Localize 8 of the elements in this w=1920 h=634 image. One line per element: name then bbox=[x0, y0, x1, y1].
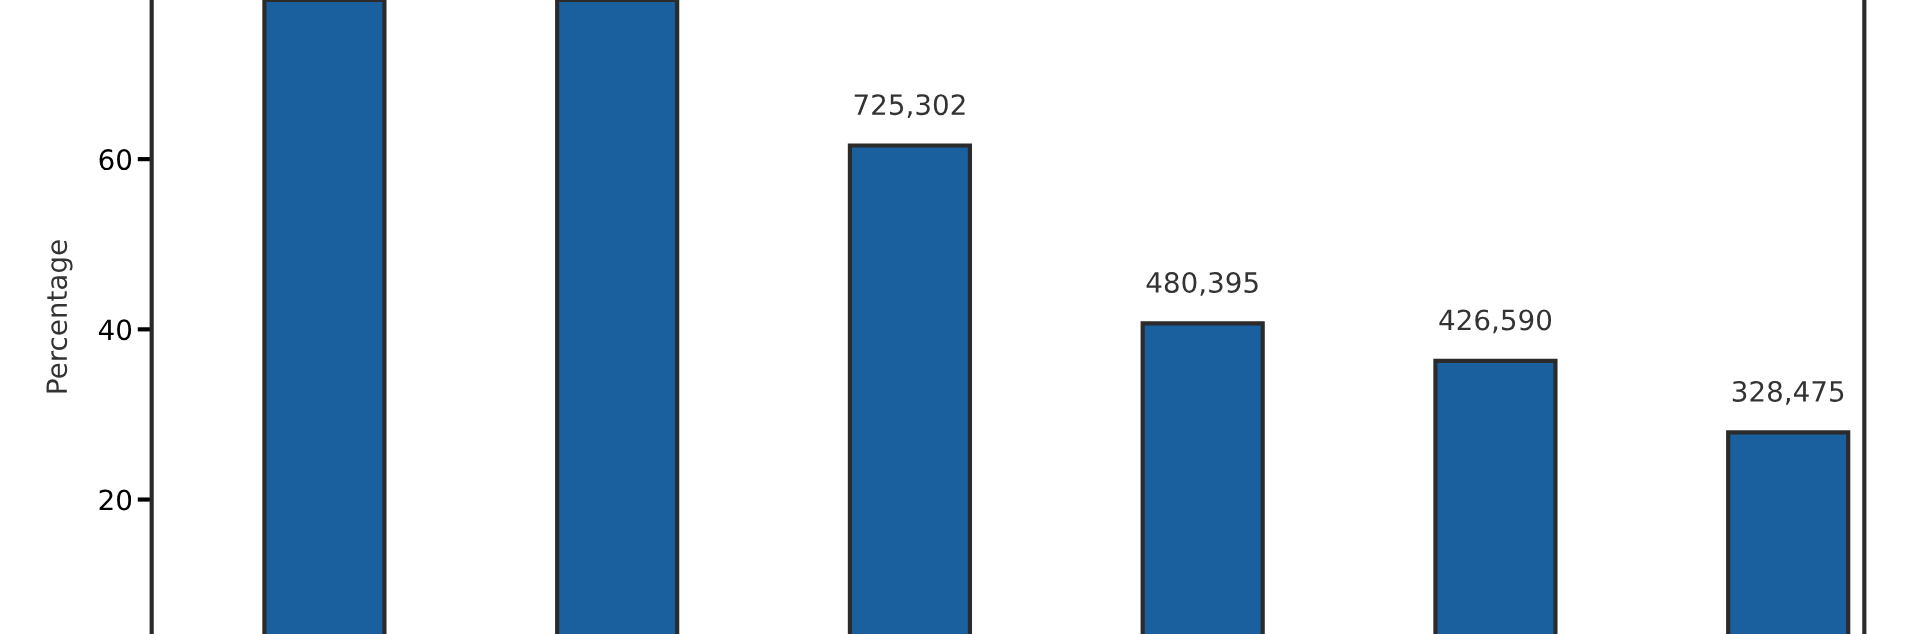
annotation: 426,590 bbox=[1439, 309, 1552, 334]
annotation: 480,395 bbox=[1146, 271, 1258, 296]
y-tick-label: 40 bbox=[98, 319, 132, 341]
y-tick-label: 20 bbox=[99, 489, 132, 511]
annotation: 328,475 bbox=[1732, 380, 1844, 405]
y-axis-title: Percentage bbox=[46, 240, 73, 393]
y-tick-label: 60 bbox=[99, 149, 132, 171]
annotation: 725,302 bbox=[854, 94, 965, 118]
